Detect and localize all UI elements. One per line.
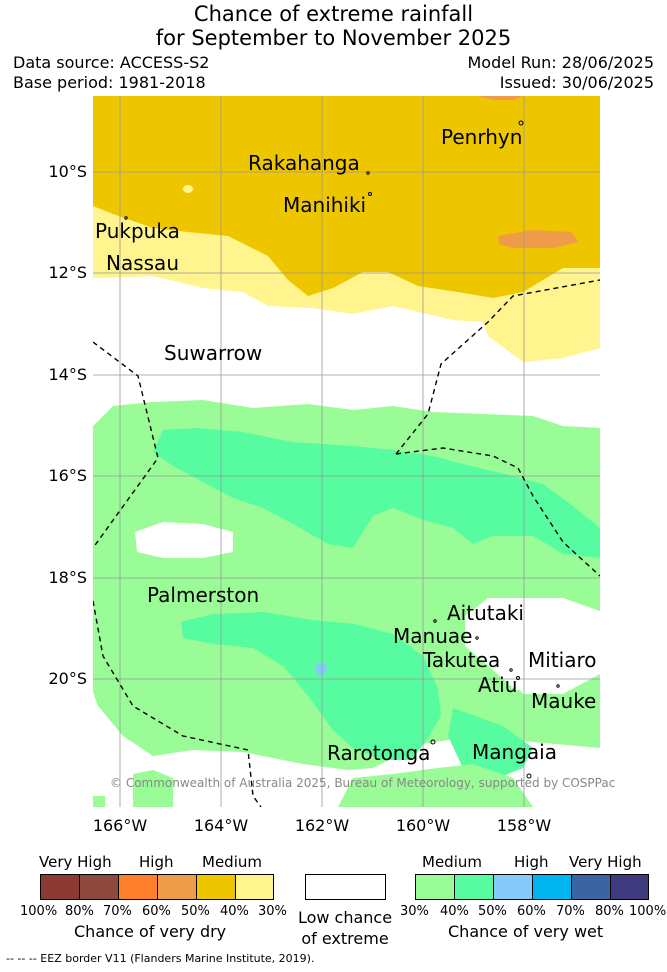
place-takutea: Takutea xyxy=(423,648,501,672)
legend-dry-swatch-2 xyxy=(119,875,158,899)
legend-wet-medium: Medium xyxy=(422,853,482,871)
place-palmerston: Palmerston xyxy=(147,583,260,607)
lon-label-162w: 162°W xyxy=(294,816,350,835)
legend-dry-tick-70: 70% xyxy=(103,904,132,919)
place-rarotonga: Rarotonga xyxy=(327,741,431,765)
lon-label-158w: 158°W xyxy=(496,816,552,835)
base-period: Base period: 1981-2018 xyxy=(13,73,206,92)
legend-wet-swatch-5 xyxy=(611,875,648,899)
lat-label-14s: 14°S xyxy=(48,365,87,384)
dry-medium-region xyxy=(93,96,600,298)
lat-label-10s: 10°S xyxy=(48,162,87,181)
legend-low-chance-line-1: Low chance xyxy=(297,908,393,927)
legend-wet-tick-30: 30% xyxy=(400,904,429,919)
place-mauke: Mauke xyxy=(531,689,597,713)
place-suwarrow: Suwarrow xyxy=(164,341,263,365)
legend-dry-high: High xyxy=(139,853,174,871)
legend-wet-swatch-2 xyxy=(494,875,533,899)
graticule xyxy=(93,96,600,807)
legend-low-chance-line-2: of extreme xyxy=(301,929,389,948)
rainfall-map xyxy=(93,96,600,807)
legend-wet-tick-100: 100% xyxy=(629,904,667,919)
legend-wet-swatch-3 xyxy=(533,875,572,899)
data-source: Data source: ACCESS-S2 xyxy=(13,53,210,72)
place-atiu: Atiu xyxy=(478,673,518,697)
place-manuae: Manuae xyxy=(393,624,473,648)
legend-dry-tick-60: 60% xyxy=(142,904,171,919)
legend-dry-tick-30: 30% xyxy=(258,904,287,919)
wet-high-patch-east xyxy=(448,708,533,780)
place-penrhyn: Penrhyn xyxy=(441,125,523,149)
legend-wet-swatch-1 xyxy=(455,875,494,899)
legend-wet-high: High xyxy=(514,853,549,871)
place-manihiki: Manihiki xyxy=(283,193,367,217)
legend-dry-swatch-5 xyxy=(236,875,273,899)
title-line-1: Chance of extreme rainfall xyxy=(193,2,474,26)
legend-dry-swatch-4 xyxy=(197,875,236,899)
place-pukpuka: Pukpuka xyxy=(95,219,180,243)
legend-dry-swatch-1 xyxy=(80,875,119,899)
legend-wet-caption: Chance of very wet xyxy=(448,922,604,941)
place-rakahanga: Rakahanga xyxy=(248,151,360,175)
legend-wet-tick-50: 50% xyxy=(478,904,507,919)
legend-dry-tick-40: 40% xyxy=(220,904,249,919)
low-chance-west-patch xyxy=(135,522,233,558)
model-run: Model Run: 28/06/2025 xyxy=(467,53,655,72)
lat-label-20s: 20°S xyxy=(48,669,87,688)
lat-label-12s: 12°S xyxy=(48,263,87,282)
lon-label-164w: 164°W xyxy=(193,816,249,835)
legend-wet-tick-60: 60% xyxy=(517,904,546,919)
legend-low-chance-swatch xyxy=(305,874,386,900)
legend-dry-colorbar xyxy=(40,874,274,900)
eez-border-note: -- -- -- EEZ border V11 (Flanders Marine… xyxy=(6,952,315,965)
wet-high-band-south xyxy=(181,612,441,760)
place-aitutaki: Aitutaki xyxy=(447,601,524,625)
legend-wet-tick-40: 40% xyxy=(440,904,469,919)
wet-very-high-spot xyxy=(315,663,327,675)
legend-dry-medium: Medium xyxy=(202,853,262,871)
legend-wet-swatch-0 xyxy=(416,875,455,899)
wet-medium-patch-southeast xyxy=(93,796,105,807)
copyright-notice: © Commonwealth of Australia 2025, Bureau… xyxy=(110,776,616,790)
legend-wet-very-high: Very High xyxy=(569,853,642,871)
issued-date: Issued: 30/06/2025 xyxy=(499,73,654,92)
lat-label-16s: 16°S xyxy=(48,466,87,485)
legend-dry-tick-100: 100% xyxy=(20,904,58,919)
place-mitiaro: Mitiaro xyxy=(528,648,597,672)
wet-medium-patch-bottom xyxy=(338,764,533,807)
legend-dry-tick-80: 80% xyxy=(65,904,94,919)
map-title: Chance of extreme rainfall for September… xyxy=(0,2,667,50)
island-markers xyxy=(124,120,560,779)
lon-label-160w: 160°W xyxy=(395,816,451,835)
dry-high-patch-1 xyxy=(498,230,579,248)
eez-border xyxy=(93,279,600,807)
lat-label-18s: 18°S xyxy=(48,568,87,587)
wet-high-band-north xyxy=(153,428,600,558)
legend-dry-swatch-3 xyxy=(158,875,197,899)
wet-medium-patch-bottom-left xyxy=(133,770,173,807)
legend-dry-swatch-0 xyxy=(41,875,80,899)
legend-wet-colorbar xyxy=(415,874,649,900)
legend-dry-very-high: Very High xyxy=(39,853,112,871)
title-line-2: for September to November 2025 xyxy=(155,26,512,50)
place-mangaia: Mangaia xyxy=(472,740,557,764)
dry-island-patch xyxy=(183,185,193,193)
legend-wet-swatch-4 xyxy=(572,875,611,899)
legend-wet-tick-80: 80% xyxy=(595,904,624,919)
legend-wet-tick-70: 70% xyxy=(556,904,585,919)
legend-dry-caption: Chance of very dry xyxy=(74,922,227,941)
dry-high-patch-2 xyxy=(478,96,523,100)
lon-label-166w: 166°W xyxy=(92,816,148,835)
place-nassau: Nassau xyxy=(106,251,179,275)
legend-dry-tick-50: 50% xyxy=(181,904,210,919)
